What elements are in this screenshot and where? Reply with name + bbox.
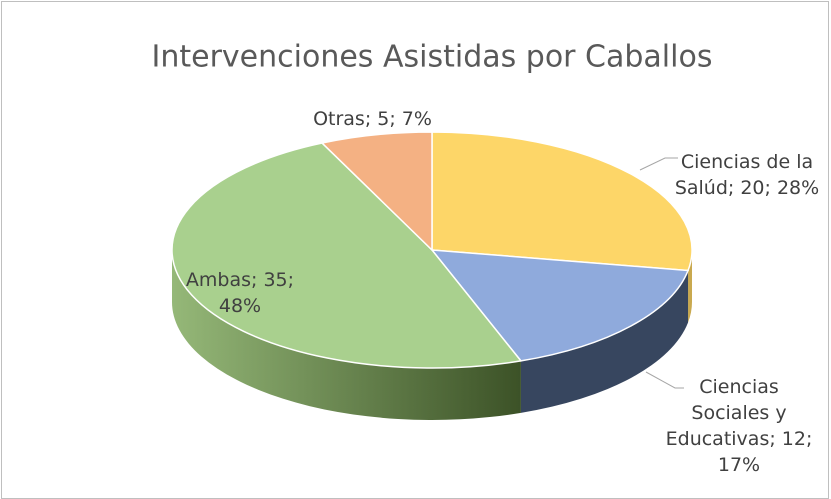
data-label: Ciencias Sociales y Educativas; 12; 17% [665,376,813,476]
slice-side [172,250,521,420]
data-label: Ciencias de la Salúd; 20; 28% [674,151,820,199]
slice [430,249,690,362]
pie [171,131,693,420]
leader-line [645,371,684,389]
data-label: Otras; 5; 7% [313,108,432,130]
slice [171,142,523,369]
slice [320,131,433,252]
chart-title: Intervenciones Asistidas por Caballos [152,40,713,75]
data-label: Ambas; 35; 48% [185,269,295,317]
slice-side [520,270,689,413]
leader-line [639,157,678,171]
slice [431,131,693,272]
